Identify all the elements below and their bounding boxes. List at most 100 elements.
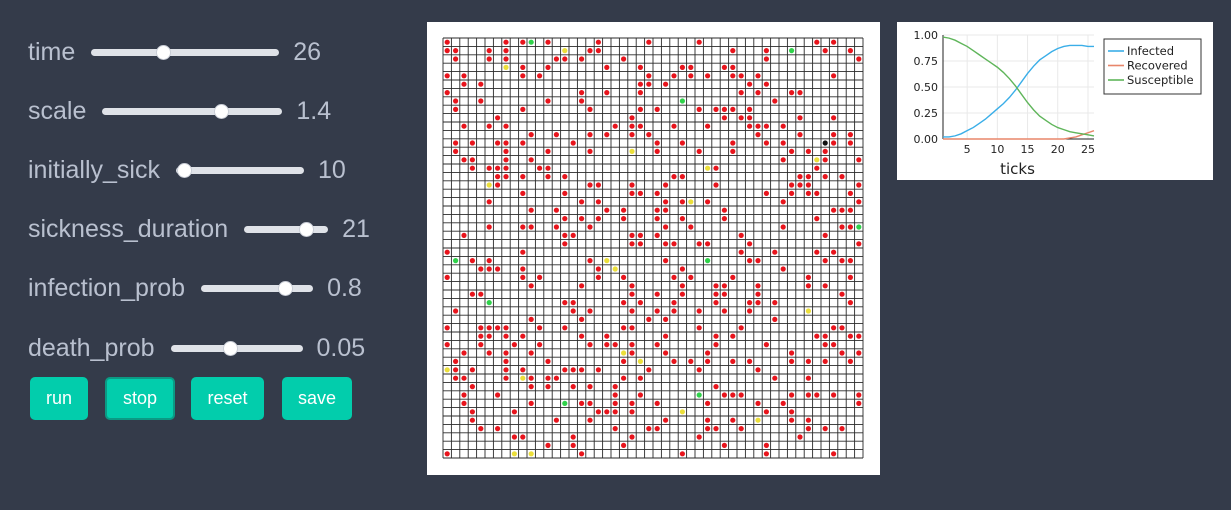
agent-infected [629, 115, 635, 121]
death-prob-control: death_prob 0.05 [28, 333, 365, 363]
infection-prob-label: infection_prob [28, 273, 186, 302]
agent-infected [772, 249, 778, 255]
agent-infected [629, 350, 635, 356]
death-prob-slider[interactable] [170, 340, 303, 356]
infection-prob-slider-thumb[interactable] [278, 280, 294, 296]
agent-infected [629, 283, 635, 289]
agent-infected [604, 90, 610, 96]
agent-infected [822, 358, 828, 364]
agent-infected [721, 442, 727, 448]
agent-infected [747, 115, 753, 121]
agent-infected [679, 283, 685, 289]
agent-infected [621, 325, 627, 331]
initially-sick-slider[interactable] [175, 162, 304, 178]
agent-infected [495, 182, 501, 188]
agent-infected [486, 266, 492, 272]
agent-infected [713, 165, 719, 171]
agent-infected [730, 333, 736, 339]
agent-infected [822, 174, 828, 180]
death-prob-slider-thumb[interactable] [222, 340, 238, 356]
agent-infected [495, 115, 501, 121]
agent-infected [553, 375, 559, 381]
agent-infected [831, 73, 837, 79]
agent-infected [822, 48, 828, 54]
agent-recovered [562, 48, 568, 54]
agent-infected [469, 417, 475, 423]
agent-infected [747, 123, 753, 129]
agent-infected [495, 174, 501, 180]
sickness-duration-slider[interactable] [244, 221, 329, 237]
agent-infected [780, 199, 786, 205]
agent-infected [528, 207, 534, 213]
agent-infected [621, 207, 627, 213]
agent-infected [629, 400, 635, 406]
agent-infected [822, 426, 828, 432]
sickness-duration-slider-thumb[interactable] [299, 221, 315, 237]
agent-infected [839, 325, 845, 331]
agent-infected [621, 274, 627, 280]
agent-infected [612, 123, 618, 129]
agent-infected [747, 81, 753, 87]
agent-infected [671, 358, 677, 364]
agent-susceptible [486, 300, 492, 306]
agent-infected [545, 98, 551, 104]
agent-infected [747, 358, 753, 364]
scale-slider[interactable] [102, 103, 283, 119]
agent-infected [453, 308, 459, 314]
agent-infected [579, 400, 585, 406]
agent-infected [629, 123, 635, 129]
agent-infected [520, 190, 526, 196]
scale-slider-thumb[interactable] [214, 103, 230, 119]
agent-infected [839, 207, 845, 213]
save-button[interactable]: save [282, 377, 352, 420]
reset-button[interactable]: reset [191, 377, 264, 420]
agent-infected [738, 325, 744, 331]
agent-infected [562, 216, 568, 222]
agent-infected [528, 384, 534, 390]
x-tick-label: 15 [1021, 143, 1035, 156]
agent-infected [789, 190, 795, 196]
agent-infected [503, 39, 509, 45]
agent-infected [637, 190, 643, 196]
agent-infected [520, 174, 526, 180]
agent-infected [797, 132, 803, 138]
agent-infected [579, 367, 585, 373]
agent-infected [814, 39, 820, 45]
infection-prob-slider[interactable] [201, 280, 314, 296]
agent-infected [654, 190, 660, 196]
agent-infected [814, 249, 820, 255]
agent-infected [831, 115, 837, 121]
agent-infected [503, 165, 509, 171]
agent-infected [604, 333, 610, 339]
agent-infected [721, 283, 727, 289]
agent-infected [453, 56, 459, 62]
agent-infected [730, 140, 736, 146]
agent-infected [730, 358, 736, 364]
agent-infected [654, 426, 660, 432]
time-slider-thumb[interactable] [155, 44, 171, 60]
agent-infected [453, 106, 459, 112]
agent-infected [562, 367, 568, 373]
initially-sick-slider-thumb[interactable] [176, 162, 192, 178]
agent-infected [805, 174, 811, 180]
agent-infected [528, 350, 534, 356]
agent-infected [789, 90, 795, 96]
agent-infected [612, 392, 618, 398]
agent-infected [730, 417, 736, 423]
agent-infected [579, 333, 585, 339]
run-button[interactable]: run [30, 377, 88, 420]
agent-infected [780, 266, 786, 272]
agent-infected [461, 350, 467, 356]
time-slider[interactable] [91, 44, 280, 60]
agent-infected [511, 409, 517, 415]
agent-recovered [520, 375, 526, 381]
agent-infected [797, 174, 803, 180]
agent-infected [679, 199, 685, 205]
stop-button[interactable]: stop [105, 377, 175, 420]
agent-infected [520, 73, 526, 79]
agent-infected [528, 400, 534, 406]
agent-infected [629, 182, 635, 188]
agent-infected [621, 442, 627, 448]
agent-infected [797, 182, 803, 188]
agent-infected [570, 384, 576, 390]
